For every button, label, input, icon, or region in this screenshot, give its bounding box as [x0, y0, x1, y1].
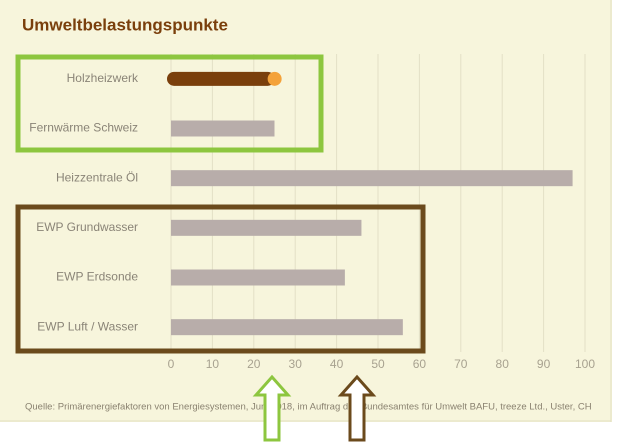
x-tick-label: 80	[496, 357, 510, 371]
marks: Holzheizwerk Fernwärme Schweiz Heizzentral…	[29, 71, 573, 336]
y-tick-label: Holzheizwerk	[67, 71, 139, 85]
x-tick-label: 10	[206, 357, 220, 371]
y-tick-label: Fernwärme Schweiz	[29, 121, 138, 135]
bar	[171, 319, 403, 336]
bar	[171, 170, 573, 187]
x-tick-label: 100	[575, 357, 595, 371]
arrow	[337, 374, 377, 442]
x-tick-label: 20	[247, 357, 261, 371]
x-tick-label: 30	[289, 357, 303, 371]
bar	[171, 219, 362, 236]
background	[0, 0, 612, 422]
arrow	[252, 374, 292, 442]
x-tick-label: 40	[330, 357, 344, 371]
y-tick-label: EWP Grundwasser	[36, 220, 138, 234]
bar	[167, 71, 275, 86]
highlight-box	[15, 54, 324, 153]
x-tick-label: 50	[371, 357, 385, 371]
x-tick-label: 0	[168, 357, 175, 371]
y-tick-label: EWP Erdsonde	[56, 270, 138, 284]
bar	[171, 120, 275, 137]
source-note: Quelle: Primärenergiefaktoren von Energi…	[25, 402, 592, 413]
grid: 0 10 20 30 40 50 60 70 80 90 100	[168, 54, 595, 371]
bar	[171, 269, 345, 286]
x-tick-label: 70	[454, 357, 468, 371]
y-tick-label: EWP Luft / Wasser	[37, 319, 138, 333]
highlight-box	[15, 204, 426, 354]
chart-title: Umweltbelastungspunkte	[22, 15, 228, 34]
x-tick-label: 90	[537, 357, 551, 371]
x-tick-label: 60	[413, 357, 427, 371]
bar-cap	[267, 71, 282, 86]
y-tick-label: Heizzentrale Öl	[56, 170, 138, 184]
